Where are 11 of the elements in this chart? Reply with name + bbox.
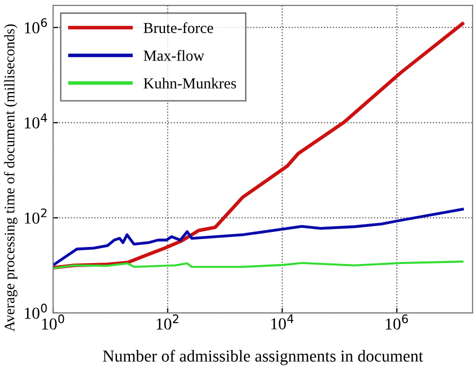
- x-tick-label: 10$^{6}$: [386, 314, 408, 330]
- legend-label: Kuhn-Munkres: [144, 78, 236, 89]
- legend-label: Brute-force: [144, 22, 214, 34]
- x-tick-label: 10$^{2}$: [156, 314, 178, 330]
- y-tick-label: 10$^{6}$: [24, 18, 47, 34]
- y-tick-label: 10$^{2}$: [24, 208, 46, 224]
- x-tick-label: 10$^{4}$: [271, 314, 294, 330]
- legend-label: Max-flow: [144, 50, 204, 61]
- y-axis-title: Average processing time of document (milliseconds): [4, 24, 18, 332]
- y-tick-label: 10$^{4}$: [24, 113, 47, 128]
- x-axis-title: Number of admissible assignments in document: [102, 350, 424, 366]
